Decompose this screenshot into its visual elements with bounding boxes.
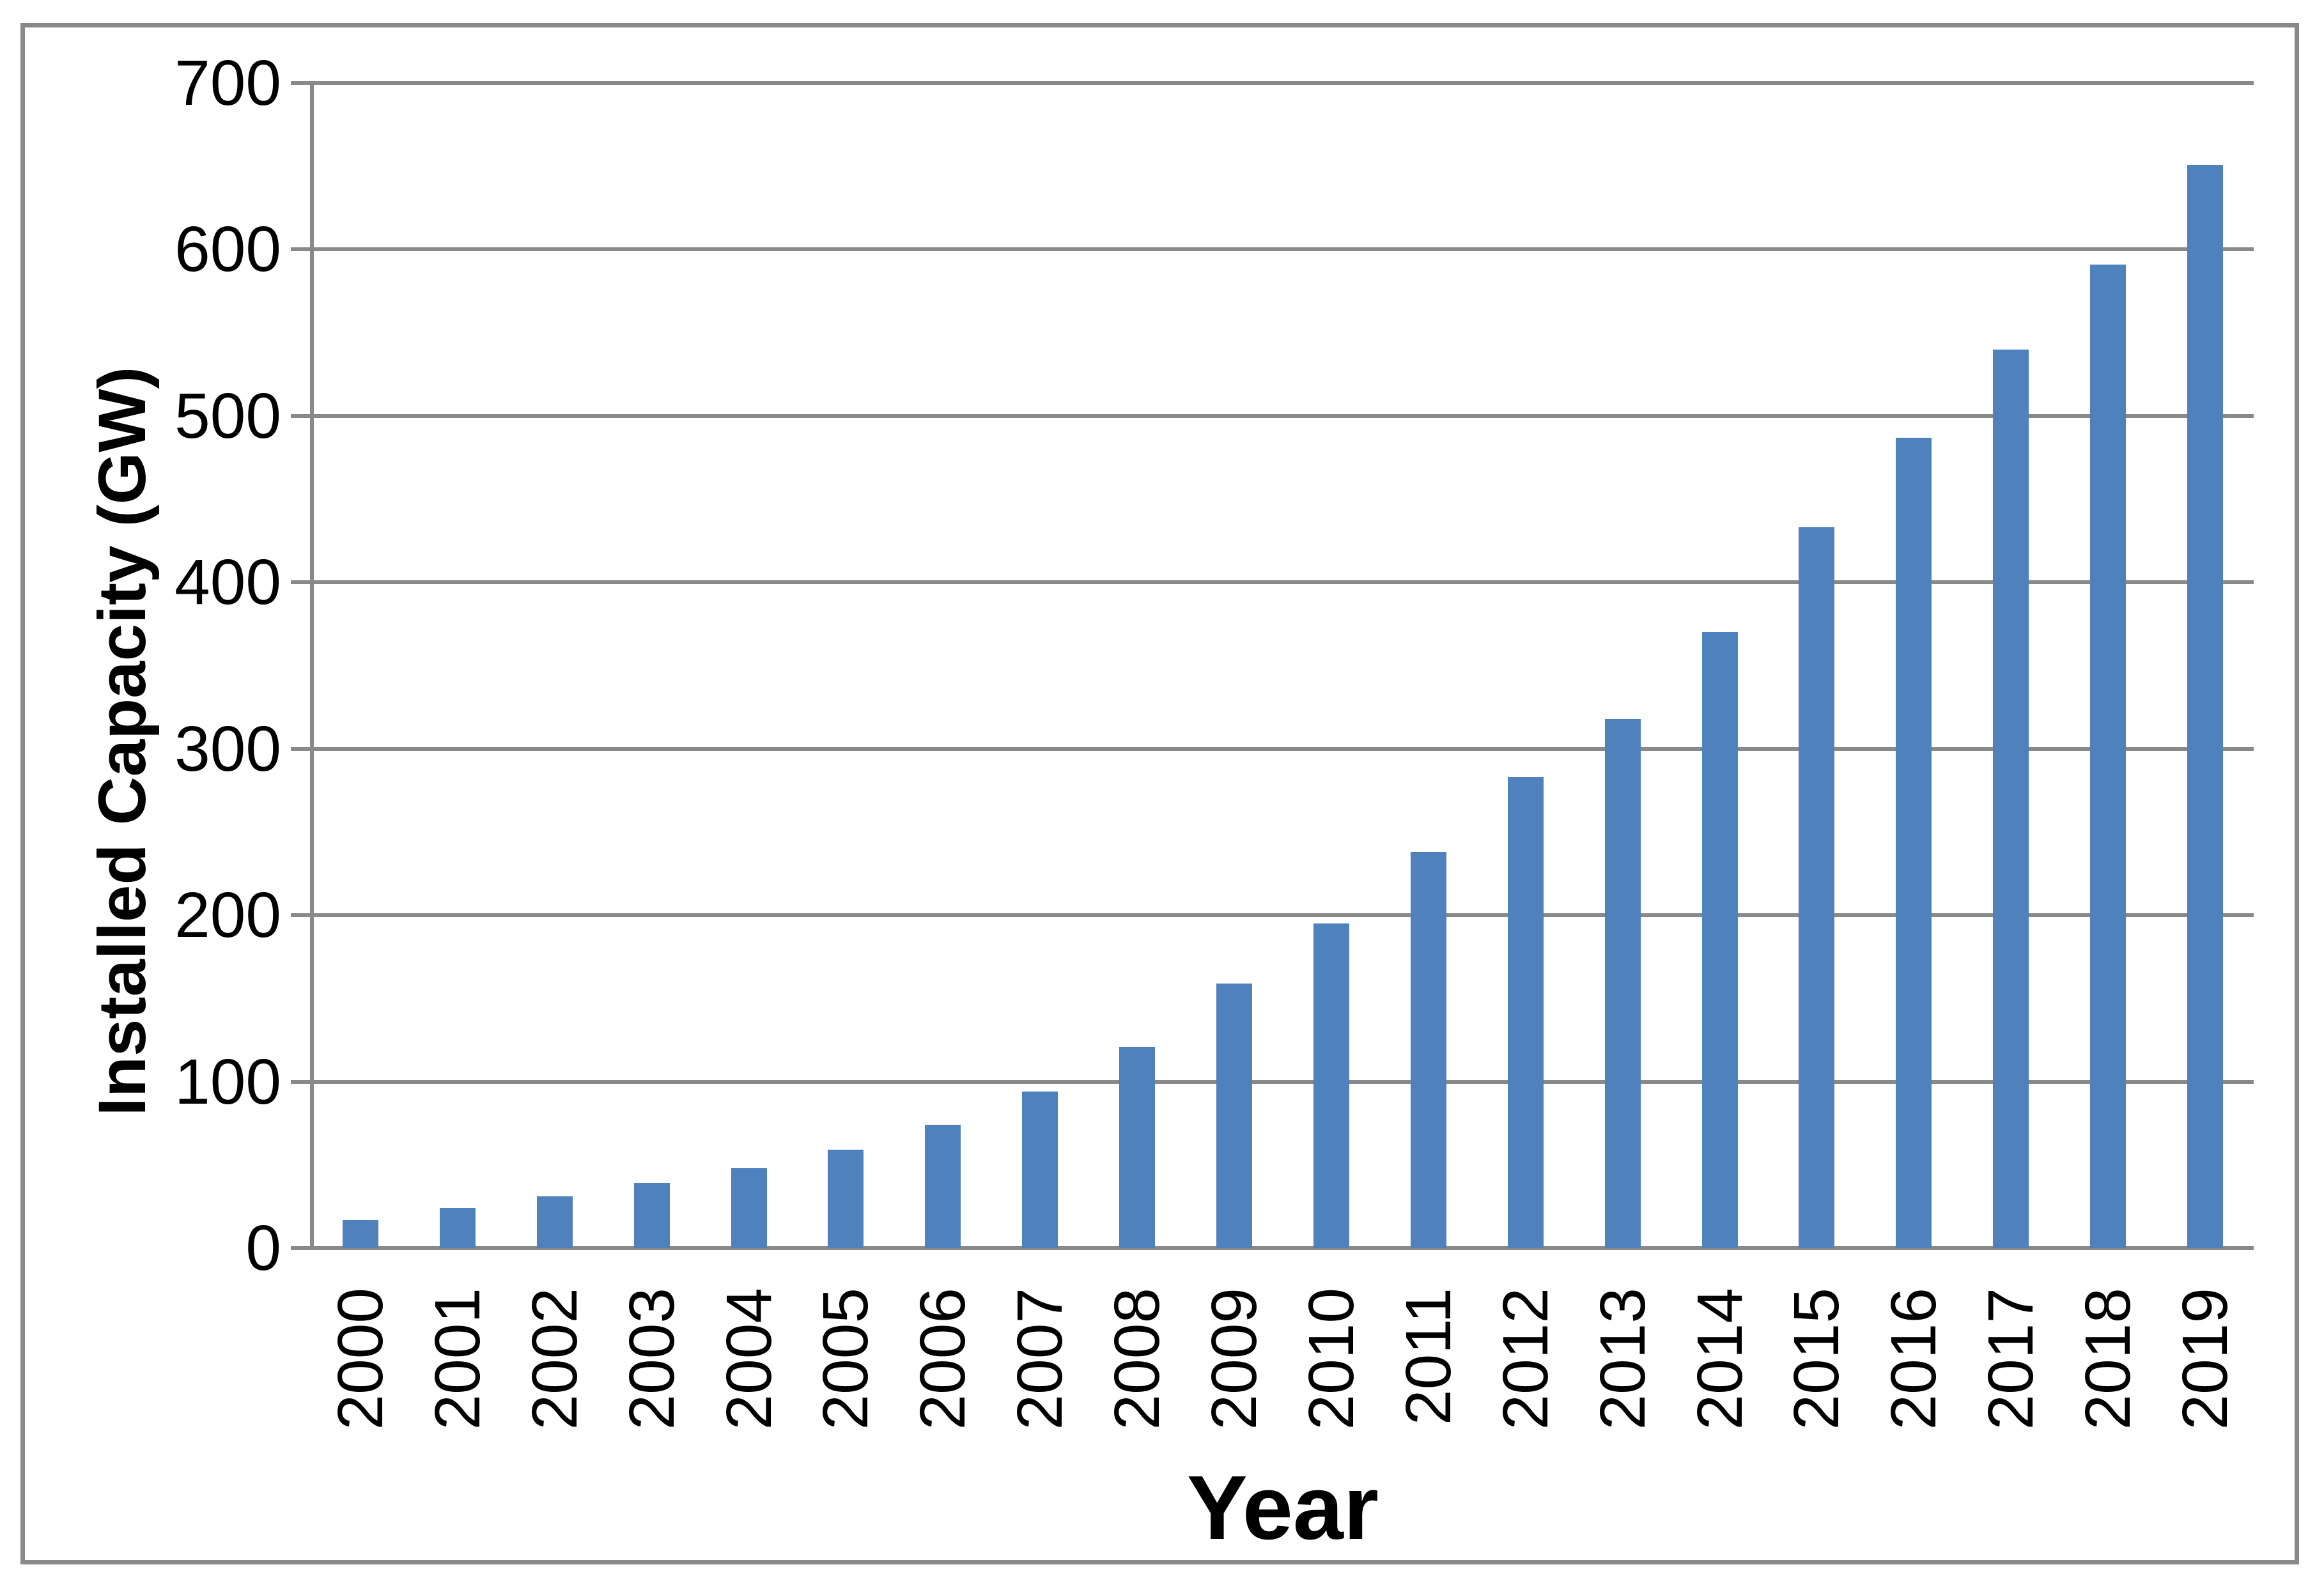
y-gridline: [291, 413, 2254, 418]
x-axis-tick-label: 2014: [1684, 1288, 1756, 1430]
x-axis-tick-label: 2019: [2169, 1288, 2242, 1430]
bar: [1896, 437, 1932, 1248]
y-axis-tick-label: 500: [174, 380, 281, 452]
bar: [1216, 983, 1253, 1248]
x-axis-tick-label: 2016: [1878, 1288, 1950, 1430]
x-axis-line: [291, 1246, 2254, 1250]
x-axis-tick-label: 2000: [324, 1288, 396, 1430]
y-axis-tick-label: 600: [174, 213, 281, 286]
bar: [1410, 852, 1446, 1248]
y-axis-tick-label: 300: [174, 713, 281, 785]
x-axis-tick-label: 2002: [518, 1288, 591, 1430]
x-axis-tick-label: 2015: [1781, 1288, 1853, 1430]
y-axis-title: Installed Capacity (GW): [85, 366, 160, 1116]
bar: [2090, 264, 2126, 1248]
x-axis-tick-label: 2012: [1489, 1288, 1561, 1430]
bar: [439, 1208, 476, 1248]
y-gridline: [291, 81, 2254, 85]
x-axis-tick-label: 2003: [616, 1288, 688, 1430]
x-axis-tick-label: 2001: [421, 1288, 493, 1430]
bar: [1313, 923, 1349, 1248]
bar: [1507, 776, 1544, 1248]
chart-outer-frame: [20, 23, 2299, 1564]
x-axis-tick-label: 2011: [1392, 1288, 1464, 1426]
x-axis-title: Year: [1186, 1457, 1379, 1559]
y-gridline: [291, 746, 2254, 751]
y-axis-tick-label: 700: [174, 47, 281, 119]
bar: [1799, 527, 1835, 1248]
bar: [1604, 718, 1641, 1248]
x-axis-tick-label: 2005: [810, 1288, 882, 1430]
y-axis-tick-label: 0: [245, 1212, 281, 1284]
bar: [342, 1219, 378, 1248]
x-axis-tick-label: 2004: [713, 1288, 785, 1430]
x-axis-tick-label: 2006: [907, 1288, 979, 1430]
bar: [828, 1150, 864, 1248]
y-gridline: [291, 247, 2254, 252]
bar: [2187, 164, 2224, 1248]
bar: [1022, 1092, 1058, 1248]
y-gridline: [291, 580, 2254, 585]
bar: [1993, 349, 2029, 1248]
y-gridline: [291, 913, 2254, 918]
y-axis-tick-label: 100: [174, 1046, 281, 1118]
y-axis-tick-label: 200: [174, 879, 281, 952]
bar: [1119, 1046, 1156, 1248]
bar: [925, 1125, 961, 1248]
bar: [536, 1196, 573, 1248]
x-axis-tick-label: 2007: [1004, 1288, 1076, 1430]
y-axis-line: [310, 83, 314, 1250]
bar: [633, 1183, 670, 1248]
x-axis-tick-label: 2008: [1101, 1288, 1174, 1430]
y-axis-tick-label: 400: [174, 546, 281, 619]
y-gridline: [291, 1079, 2254, 1084]
bar: [731, 1168, 767, 1248]
x-axis-tick-label: 2018: [2072, 1288, 2144, 1430]
x-axis-tick-label: 2013: [1586, 1288, 1659, 1430]
x-axis-tick-label: 2017: [1975, 1288, 2047, 1430]
bar: [1701, 632, 1738, 1248]
